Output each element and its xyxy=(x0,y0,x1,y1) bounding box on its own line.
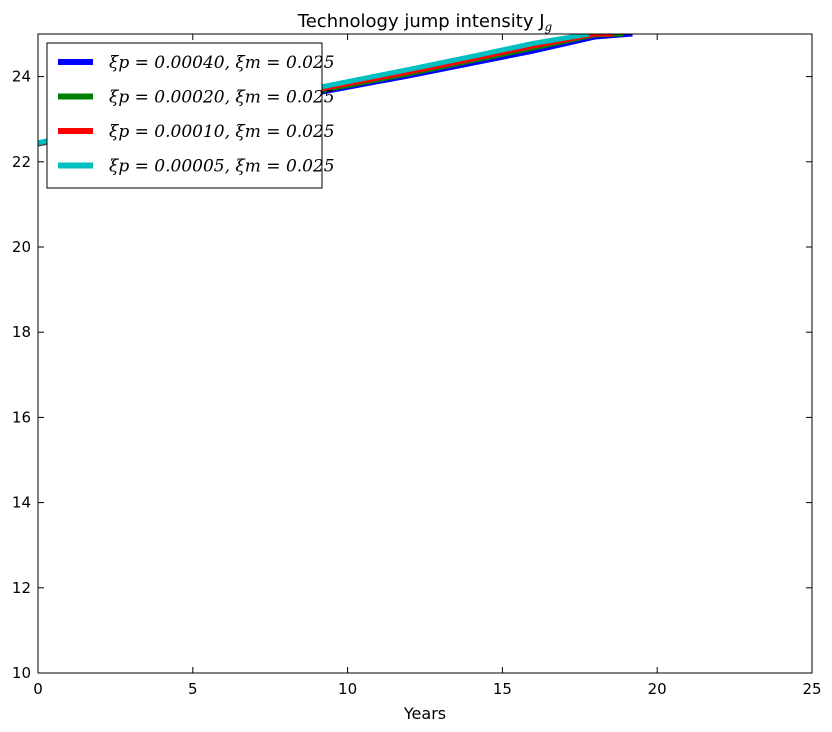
legend: ξp = 0.00040, ξm = 0.025 ξp = 0.00020, ξm… xyxy=(46,42,335,189)
x-tick-label: 15 xyxy=(493,680,512,698)
y-tick-label: 12 xyxy=(12,579,31,597)
legend-label-4: ξp = 0.00005, ξm = 0.025 xyxy=(109,157,335,177)
x-tick-label: 5 xyxy=(188,680,198,698)
x-tick-label: 0 xyxy=(33,680,43,698)
legend-label-2: ξp = 0.00020, ξm = 0.025 xyxy=(109,88,335,108)
x-tick-label: 10 xyxy=(338,680,357,698)
axis-ticks: 0 5 10 15 20 25 10 12 14 16 18 20 22 24 xyxy=(12,34,822,698)
y-tick-label: 18 xyxy=(12,323,31,341)
x-tick-label: 20 xyxy=(648,680,667,698)
y-tick-label: 14 xyxy=(12,494,31,512)
legend-label-1: ξp = 0.00040, ξm = 0.025 xyxy=(109,53,335,73)
legend-label-3: ξp = 0.00010, ξm = 0.025 xyxy=(109,122,335,142)
x-tick-label: 25 xyxy=(802,680,821,698)
y-tick-label: 20 xyxy=(12,238,31,256)
y-tick-label: 16 xyxy=(12,408,31,426)
chart-title: Technology jump intensity Jg xyxy=(297,11,553,34)
y-tick-label: 10 xyxy=(12,664,31,682)
y-tick-label: 24 xyxy=(12,68,31,86)
x-axis-title: Years xyxy=(403,704,446,723)
y-tick-label: 22 xyxy=(12,153,31,171)
plot-area-frame xyxy=(37,33,813,674)
